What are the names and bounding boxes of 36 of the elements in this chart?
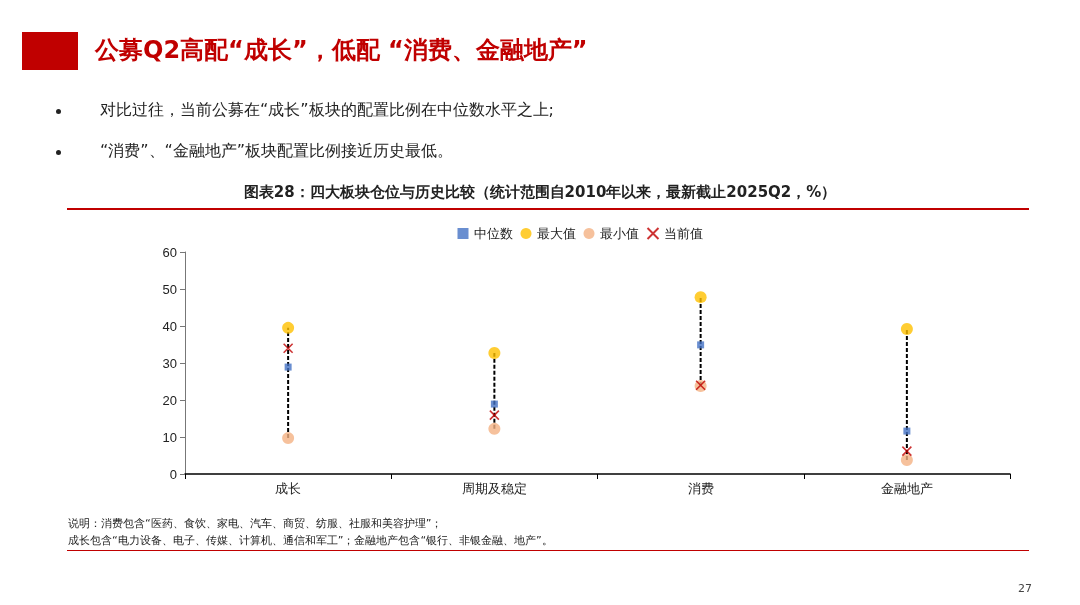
point (900, 322, 913, 335)
point (900, 453, 913, 466)
point (490, 400, 498, 408)
point (694, 291, 707, 304)
x-tick-label: 金融地产 (880, 481, 933, 496)
y-tick-label: 30 (162, 355, 177, 371)
point (488, 422, 501, 435)
point (488, 347, 501, 360)
y-tick-label: 0 (169, 466, 177, 482)
text: 成长包含“电力设备、电子、传媒、计算机、通信和军工”；金融地产包含“银行、非银金融、地产”。 (68, 533, 553, 548)
legend-label: 最小值 (599, 226, 639, 241)
point (282, 342, 294, 354)
chart-title: 公募Q2高配“成长”，低配 “消费、金融地产” (95, 35, 588, 66)
legend-label: 最大值 (536, 226, 576, 241)
text: 说明：消费包含“医药、食饮、家电、汽车、商贸、纺服、社服和美容护理”； (68, 516, 443, 531)
point (901, 445, 913, 457)
y-tick-label: 50 (162, 281, 177, 297)
y-tick-label: 60 (162, 244, 177, 260)
chart-subtitle: 图表28：四大板块仓位与历史比较（统计范围自2010年以来，最新截止2025Q2，%） (242, 183, 838, 202)
x-tick-label: 成长 (275, 481, 302, 496)
y-tick-label: 40 (162, 318, 177, 334)
legend-label: 当前值 (663, 226, 703, 241)
point (489, 409, 500, 421)
point (282, 432, 295, 445)
y-tick-label: 10 (162, 429, 177, 445)
text: “消费”、“金融地产”板块配置比例接近历史最低。 (100, 141, 454, 162)
point (697, 341, 705, 349)
text: 对比过往，当前公募在“成长”板块的配置比例在中位数水平之上; (100, 100, 554, 121)
point (284, 363, 292, 371)
y-tick-label: 20 (162, 392, 177, 408)
legend-label: 中位数 (473, 226, 513, 241)
point (903, 427, 911, 435)
x-tick-label: 周期及稳定 (461, 481, 527, 496)
x-tick-label: 消费 (687, 481, 714, 496)
point (282, 321, 295, 334)
text: 27 (1018, 582, 1032, 595)
